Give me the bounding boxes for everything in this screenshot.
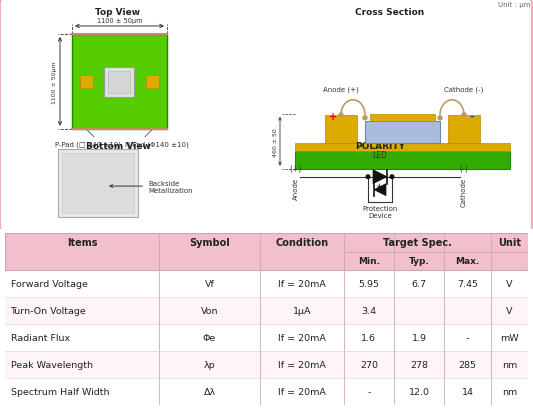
- Text: If = 20mA: If = 20mA: [278, 387, 326, 396]
- Text: 1μA: 1μA: [293, 306, 311, 315]
- Circle shape: [363, 117, 367, 121]
- Text: 278: 278: [410, 360, 428, 369]
- Text: λp: λp: [204, 360, 215, 369]
- Polygon shape: [373, 170, 387, 184]
- Polygon shape: [374, 184, 386, 196]
- Text: Vf: Vf: [205, 279, 214, 288]
- Bar: [104, 68, 134, 98]
- Text: V: V: [506, 306, 513, 315]
- Text: Spectrum Half Width: Spectrum Half Width: [11, 387, 109, 396]
- Circle shape: [462, 114, 466, 117]
- Text: Φe: Φe: [203, 333, 216, 342]
- Bar: [5, 324, 528, 351]
- Text: nm: nm: [502, 387, 517, 396]
- Text: N-Pad (Φ140 ±10): N-Pad (Φ140 ±10): [125, 142, 189, 148]
- Text: 1.9: 1.9: [411, 333, 426, 342]
- Text: mW: mW: [500, 333, 519, 342]
- Text: 270: 270: [360, 360, 378, 369]
- Circle shape: [339, 114, 343, 117]
- Text: Top View: Top View: [95, 8, 141, 17]
- Text: Turn-On Voltage: Turn-On Voltage: [11, 306, 86, 315]
- Text: 1100 ± 50μm: 1100 ± 50μm: [96, 18, 142, 24]
- Text: Von: Von: [201, 306, 219, 315]
- Bar: [295, 151, 510, 169]
- Circle shape: [438, 117, 442, 121]
- Text: Peak Wavelength: Peak Wavelength: [11, 360, 93, 369]
- Bar: [62, 153, 134, 213]
- Text: 7.45: 7.45: [457, 279, 478, 288]
- Text: Δλ: Δλ: [204, 387, 216, 396]
- Text: -: -: [470, 112, 474, 121]
- Text: 12.0: 12.0: [408, 387, 430, 396]
- Bar: [365, 121, 440, 144]
- Text: -: -: [466, 333, 469, 342]
- Text: Bottom View: Bottom View: [86, 142, 150, 151]
- Text: 3.4: 3.4: [361, 306, 376, 315]
- Text: LED: LED: [373, 151, 387, 160]
- Text: 285: 285: [458, 360, 477, 369]
- Bar: [72, 35, 167, 130]
- Text: 6.7: 6.7: [411, 279, 426, 288]
- Text: Symbol: Symbol: [189, 238, 230, 248]
- Text: POLARITY: POLARITY: [355, 142, 405, 151]
- Text: 14: 14: [462, 387, 474, 396]
- Text: Backside
Metallization: Backside Metallization: [110, 180, 192, 193]
- Text: Items: Items: [67, 238, 98, 248]
- Text: Radiant Flux: Radiant Flux: [11, 333, 70, 342]
- Bar: [5, 378, 528, 405]
- Text: Cathode (-): Cathode (-): [445, 86, 483, 92]
- Text: -: -: [367, 387, 370, 396]
- Bar: [5, 270, 528, 297]
- Bar: [370, 115, 435, 121]
- Bar: [5, 297, 528, 324]
- Text: Anode: Anode: [293, 177, 299, 199]
- Text: Typ.: Typ.: [409, 257, 430, 266]
- Text: If = 20mA: If = 20mA: [278, 279, 326, 288]
- Text: (-): (-): [459, 164, 469, 173]
- Bar: [5, 351, 528, 378]
- Text: Max.: Max.: [456, 257, 480, 266]
- Text: Min.: Min.: [358, 257, 380, 266]
- Text: 5.95: 5.95: [358, 279, 379, 288]
- FancyBboxPatch shape: [0, 0, 532, 231]
- Bar: [146, 76, 159, 89]
- Text: If = 20mA: If = 20mA: [278, 333, 326, 342]
- Text: Cathode: Cathode: [461, 177, 467, 206]
- Text: +: +: [329, 112, 337, 121]
- Text: 1.6: 1.6: [361, 333, 376, 342]
- Text: If = 20mA: If = 20mA: [278, 360, 326, 369]
- Circle shape: [366, 175, 370, 179]
- Text: V: V: [506, 279, 513, 288]
- Bar: [295, 144, 510, 151]
- Bar: [5, 233, 528, 270]
- Text: Forward Voltage: Forward Voltage: [11, 279, 87, 288]
- Text: Unit: Unit: [498, 238, 521, 248]
- Bar: [80, 76, 93, 89]
- Bar: [448, 115, 480, 144]
- Text: 1100 ± 50μm: 1100 ± 50μm: [52, 61, 57, 103]
- Bar: [58, 149, 138, 217]
- Text: (+): (+): [290, 164, 302, 173]
- Text: Cross Section: Cross Section: [356, 8, 425, 17]
- Circle shape: [390, 175, 394, 179]
- Text: Protection
Device: Protection Device: [362, 205, 398, 218]
- Bar: [108, 72, 130, 94]
- Text: Anode (+): Anode (+): [323, 86, 359, 92]
- Text: P-Pad (□ 140 ±10): P-Pad (□ 140 ±10): [55, 142, 121, 148]
- Text: Target Spec.: Target Spec.: [383, 238, 452, 248]
- Text: Condition: Condition: [275, 238, 328, 248]
- Text: nm: nm: [502, 360, 517, 369]
- Bar: [325, 115, 357, 144]
- Text: 460 ± 50: 460 ± 50: [273, 128, 278, 156]
- Text: Unit : μm: Unit : μm: [497, 2, 530, 8]
